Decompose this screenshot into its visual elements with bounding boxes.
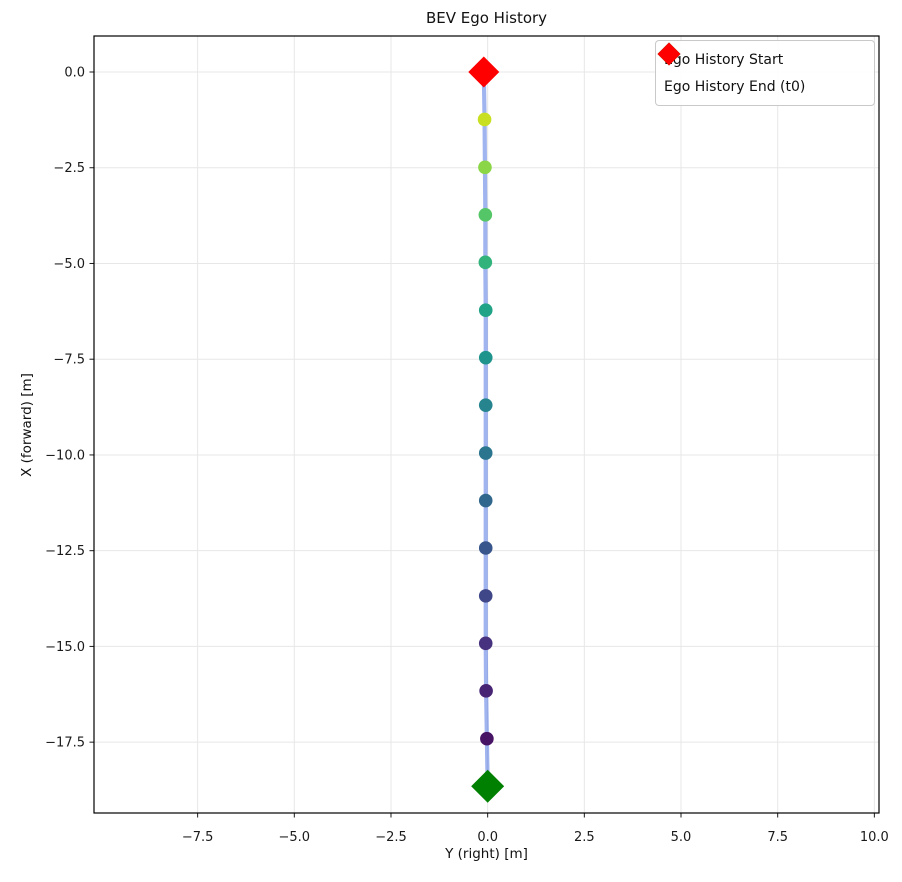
ego-history-point <box>477 112 492 127</box>
ego-history-point <box>480 731 494 746</box>
y-tick-label: −12.5 <box>45 544 85 559</box>
y-tick-label: −17.5 <box>45 736 85 751</box>
legend-item-start: Ego History Start <box>657 42 864 73</box>
plot-border <box>93 35 880 814</box>
ego-history-point <box>478 160 492 175</box>
ego-history-point <box>478 208 493 222</box>
x-tick-label: −2.5 <box>375 830 407 845</box>
legend: Ego History Start Ego History End (t0) <box>655 40 875 106</box>
end-diamond-icon <box>657 42 681 66</box>
x-tick-label: 0.0 <box>477 830 498 845</box>
y-tick-label: −7.5 <box>53 353 85 368</box>
x-tick-label: 5.0 <box>671 830 692 845</box>
x-tick-label: −5.0 <box>279 830 311 845</box>
x-tick-label: 10.0 <box>860 830 889 845</box>
plot-title: BEV Ego History <box>425 9 548 27</box>
ego-history-point <box>478 493 493 508</box>
ego-history-point <box>478 446 493 460</box>
y-tick-label: −15.0 <box>45 640 85 655</box>
ego-history-point <box>479 684 493 698</box>
ego-history-point <box>478 636 493 651</box>
ego-history-point <box>478 398 493 412</box>
x-tick-label: 2.5 <box>574 830 595 845</box>
y-tick-label: −2.5 <box>53 161 85 176</box>
y-tick-label: −5.0 <box>53 257 85 272</box>
ego-history-point <box>478 303 493 317</box>
ego-history-path <box>481 69 490 789</box>
legend-label-start: Ego History Start <box>664 51 784 68</box>
legend-label-end: Ego History End (t0) <box>664 78 806 95</box>
y-tick-label: −10.0 <box>45 448 85 463</box>
y-tick-label: 0.0 <box>64 65 85 80</box>
ego-history-point <box>478 541 493 555</box>
x-tick-label: −7.5 <box>182 830 214 845</box>
ego-history-start-marker <box>471 769 505 803</box>
ego-history-end-marker <box>468 56 500 88</box>
ego-history-point <box>478 255 493 270</box>
ego-history-point <box>478 589 493 603</box>
x-axis-label: Y (right) [m] <box>445 846 528 862</box>
ego-history-point <box>478 350 493 365</box>
y-axis-label: X (forward) [m] <box>19 373 35 477</box>
legend-item-end: Ego History End (t0) <box>657 42 864 100</box>
x-tick-label: 7.5 <box>767 830 788 845</box>
